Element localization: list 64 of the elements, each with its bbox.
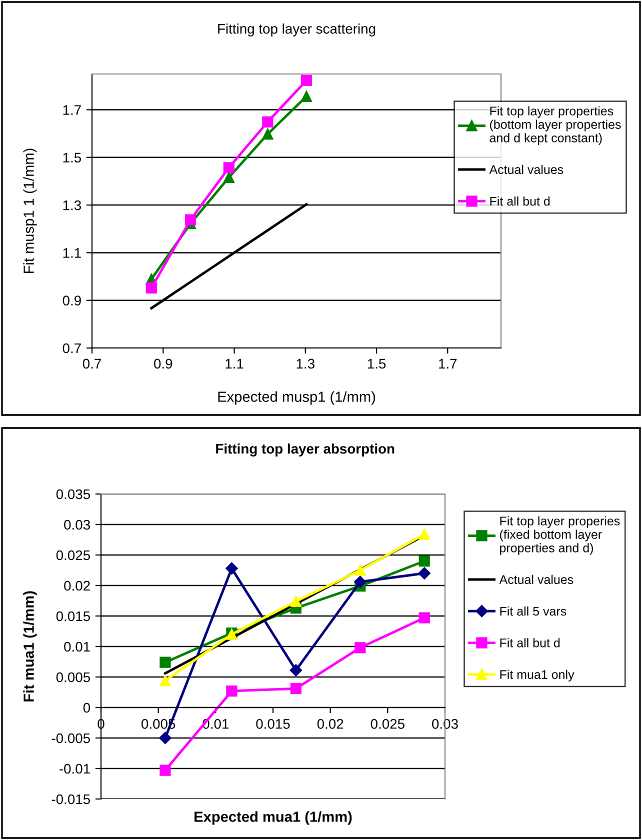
legend-label: Fit all 5 vars [500,606,566,616]
point [354,576,366,588]
y-tick-label: 0.9 [62,296,81,306]
point [418,612,430,624]
legend-label: Fit mua1 only [500,670,574,682]
y-tick-label: -0.015 [52,794,90,804]
y-tick-label: 0.005 [56,672,90,682]
x-axis-title: Expected musp1 (1/mm) [218,391,376,405]
point [159,732,172,744]
y-tick-label: 1.1 [63,248,81,258]
y-tick-label: 1.3 [63,200,81,210]
point [300,74,312,86]
x-tick-label: 1.1 [226,358,244,368]
point [354,564,366,576]
x-tick-label: 1.7 [439,358,457,368]
point [223,162,234,174]
y-tick-label: 1.5 [63,152,82,163]
point [418,556,430,567]
legend-label: Fit all but d [500,638,560,648]
legend-label: Actual values [489,164,564,174]
chart-title: Fitting top layer scattering [218,24,376,36]
x-tick-label: 0.9 [154,358,172,369]
y-tick-label: 0.025 [56,550,90,560]
point [160,656,171,668]
y-tick-label: 0.015 [56,611,90,622]
y-tick-label: -0.01 [60,764,90,774]
point [418,567,430,580]
point [226,562,238,575]
point [290,664,302,676]
point [146,282,157,294]
legend-label: Fit top layer properies (fixed bottom layer properties and d) [500,516,620,555]
x-tick-label: 1.3 [296,358,314,369]
y-tick-label: 1.7 [63,105,81,115]
point [160,675,171,686]
y-tick-label: 0 [83,702,90,713]
point [418,528,430,540]
legend-label: Fit top layer properties (bottom layer properties and d kept constant) [490,106,621,145]
point [226,685,238,697]
x-tick-label: 1.5 [368,358,386,369]
x-tick-label: 0.025 [370,718,404,729]
point [184,214,196,226]
point [160,764,171,776]
point [290,683,302,694]
point [354,642,366,654]
point [290,596,302,607]
y-tick-label: 0.035 [56,489,90,500]
x-tick-label: 0.015 [256,718,290,729]
point [262,128,274,140]
y-tick-label: 0.03 [64,520,90,530]
y-tick-label: 0.02 [64,580,90,591]
y-axis-title: Fit musp1 1 (1/mm) [23,148,37,274]
x-tick-label: 0.7 [82,358,101,369]
point [300,90,312,102]
y-axis-title: Fit mua1 (1/mm) [23,591,37,702]
y-tick-label: 0.01 [64,642,90,652]
legend-label: Fit all but d [490,196,550,206]
x-tick-label: 0.02 [317,718,344,729]
point [262,116,274,128]
y-tick-label: -0.005 [52,733,90,744]
legend-label: Actual values [499,574,574,584]
point [223,172,234,183]
y-tick-label: 0.7 [62,343,81,354]
chart-title: Fitting top layer absorption [216,443,394,457]
x-axis-title: Expected mua1 (1/mm) [194,811,352,825]
